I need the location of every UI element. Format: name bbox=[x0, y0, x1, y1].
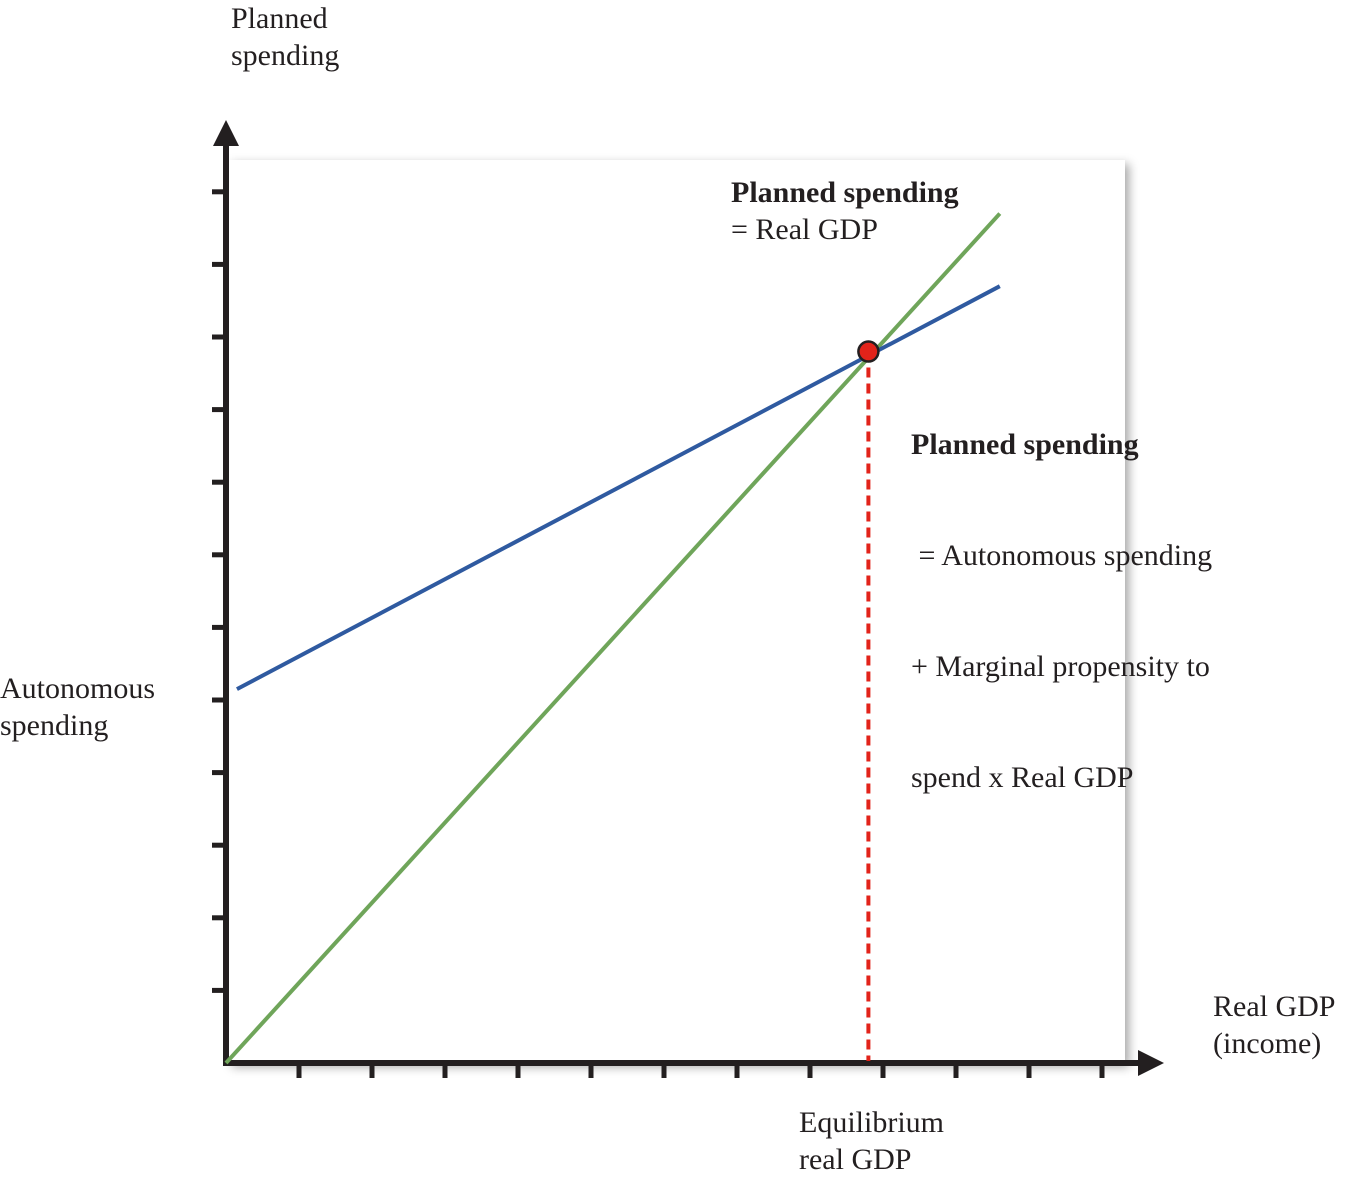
blue-line-label-text-3: spend x Real GDP bbox=[911, 761, 1134, 794]
blue-line-label-title: Planned spending bbox=[911, 428, 1139, 461]
autonomous-spending-label: Autonomous spending bbox=[0, 670, 155, 744]
blue-line-label-text-1: = Autonomous spending bbox=[911, 539, 1213, 572]
y-axis-arrow bbox=[213, 120, 239, 146]
equilibrium-gdp-line-2: real GDP bbox=[799, 1143, 912, 1176]
green-line-label-text: = Real GDP bbox=[731, 213, 878, 246]
green-line-label-title: Planned spending bbox=[731, 176, 959, 209]
x-axis-label: Real GDP (income) bbox=[1213, 988, 1336, 1062]
blue-line-label: Planned spending = Autonomous spending +… bbox=[911, 352, 1212, 870]
equilibrium-gdp-line-1: Equilibrium bbox=[799, 1106, 944, 1139]
x-axis-label-line-1: Real GDP bbox=[1213, 990, 1336, 1023]
x-axis-arrow bbox=[1138, 1050, 1164, 1076]
x-axis-label-line-2: (income) bbox=[1213, 1027, 1322, 1060]
blue-line-label-text-2: + Marginal propensity to bbox=[911, 650, 1210, 683]
equilibrium-gdp-label: Equilibrium real GDP bbox=[799, 1104, 944, 1178]
autonomous-spending-line-1: Autonomous bbox=[0, 672, 156, 705]
plot-panel bbox=[228, 160, 1125, 1063]
equilibrium-point bbox=[857, 340, 880, 363]
green-line-label: Planned spending = Real GDP bbox=[731, 174, 959, 248]
y-axis-label-line-2: spending bbox=[231, 39, 340, 72]
y-axis-label-line-1: Planned bbox=[231, 2, 328, 35]
autonomous-spending-line-2: spending bbox=[0, 709, 109, 742]
y-axis-label: Planned spending bbox=[231, 0, 339, 74]
